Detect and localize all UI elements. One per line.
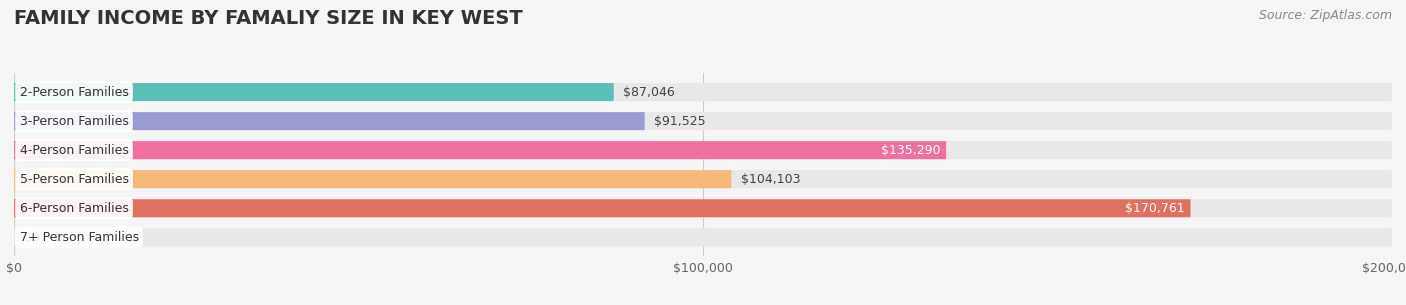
Text: $104,103: $104,103 (741, 173, 800, 186)
Text: 4-Person Families: 4-Person Families (20, 144, 128, 157)
FancyBboxPatch shape (14, 170, 731, 188)
Text: 7+ Person Families: 7+ Person Families (20, 231, 139, 244)
Text: 2-Person Families: 2-Person Families (20, 86, 128, 99)
FancyBboxPatch shape (14, 228, 1392, 246)
Text: $91,525: $91,525 (654, 115, 706, 127)
Text: $87,046: $87,046 (623, 86, 675, 99)
FancyBboxPatch shape (14, 170, 1392, 188)
FancyBboxPatch shape (14, 199, 1392, 217)
FancyBboxPatch shape (14, 83, 614, 101)
Text: 3-Person Families: 3-Person Families (20, 115, 128, 127)
Text: Source: ZipAtlas.com: Source: ZipAtlas.com (1258, 9, 1392, 22)
Text: 5-Person Families: 5-Person Families (20, 173, 128, 186)
Text: $170,761: $170,761 (1125, 202, 1185, 215)
FancyBboxPatch shape (14, 83, 1392, 101)
FancyBboxPatch shape (14, 141, 946, 159)
Text: 6-Person Families: 6-Person Families (20, 202, 128, 215)
FancyBboxPatch shape (14, 199, 1191, 217)
FancyBboxPatch shape (14, 141, 1392, 159)
Text: $0: $0 (24, 231, 39, 244)
FancyBboxPatch shape (14, 112, 644, 130)
Text: $135,290: $135,290 (882, 144, 941, 157)
FancyBboxPatch shape (14, 112, 1392, 130)
Text: FAMILY INCOME BY FAMALIY SIZE IN KEY WEST: FAMILY INCOME BY FAMALIY SIZE IN KEY WES… (14, 9, 523, 28)
